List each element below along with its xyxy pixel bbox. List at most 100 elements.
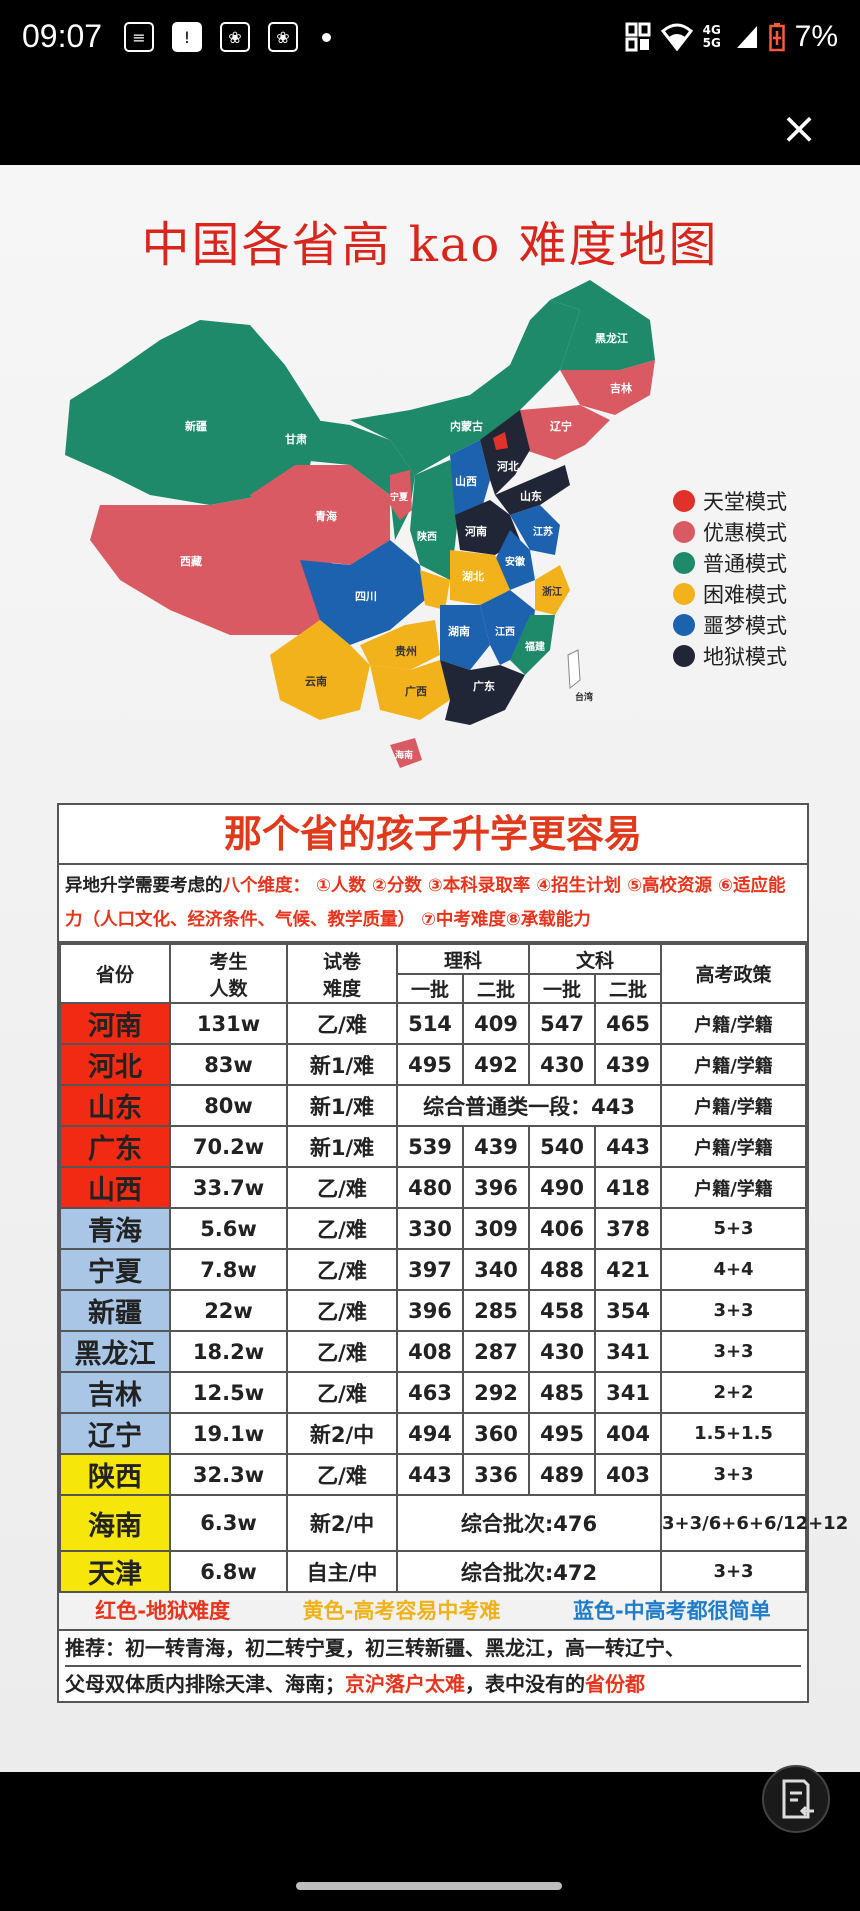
policy-cell: 户籍/学籍	[660, 1166, 807, 1209]
header-province: 省份	[59, 943, 171, 1004]
science-batch1-cell: 514	[396, 1002, 464, 1045]
arts-batch2-cell: 439	[594, 1043, 663, 1086]
arts-batch1-cell: 458	[528, 1289, 597, 1332]
science-batch2-cell: 439	[461, 1125, 531, 1168]
province-cell: 新疆	[59, 1289, 171, 1332]
table-row: 山东 80w 新1/难 综合普通类一段：443 户籍/学籍	[59, 1084, 807, 1127]
science-batch2-cell: 360	[461, 1412, 531, 1455]
examinee-count-cell: 33.7w	[169, 1166, 288, 1209]
science-batch1-cell: 408	[396, 1330, 464, 1373]
examinee-count-cell: 18.2w	[169, 1330, 288, 1373]
paper-difficulty-cell: 新1/难	[286, 1084, 398, 1127]
arts-batch2-cell: 354	[594, 1289, 663, 1332]
paw-icon: ❀	[268, 22, 298, 52]
recommendation-line2: 父母双体质内排除天津、海南；京沪落户太难，表中没有的省份都	[65, 1672, 645, 1696]
policy-cell: 3+3	[660, 1330, 807, 1373]
examinee-count-cell: 83w	[169, 1043, 288, 1086]
region-beijing	[493, 432, 508, 450]
table-row: 吉林 12.5w 乙/难 463 292 485 341 2+2	[59, 1371, 807, 1414]
policy-cell: 5+3	[660, 1207, 807, 1250]
arts-batch2-cell: 341	[594, 1330, 663, 1373]
label-shandong: 山东	[520, 489, 542, 503]
merged-score-cell: 综合普通类一段：443	[395, 1084, 663, 1127]
document-button[interactable]	[762, 1765, 830, 1833]
color-key: 红色-地狱难度 黄色-高考容易中考难 蓝色-中高考都很简单	[59, 1593, 807, 1631]
region-hubei	[450, 550, 510, 605]
region-liaoning	[520, 405, 610, 460]
legend-item: 噩梦模式	[673, 609, 787, 640]
region-zhejiang	[535, 565, 570, 615]
region-yunnan	[270, 620, 370, 720]
policy-cell: 户籍/学籍	[660, 1002, 807, 1045]
examinee-count-cell: 131w	[169, 1002, 288, 1045]
province-cell: 河北	[59, 1043, 171, 1086]
arts-batch2-cell: 404	[594, 1412, 663, 1455]
alert-icon: !	[172, 22, 202, 52]
science-batch1-cell: 494	[396, 1412, 464, 1455]
region-shanxi	[450, 440, 490, 515]
label-shaanxi: 陕西	[417, 530, 437, 543]
region-guizhou	[360, 620, 440, 670]
label-guizhou: 贵州	[395, 644, 417, 658]
table-row: 河北 83w 新1/难 495 492 430 439 户籍/学籍	[59, 1043, 807, 1086]
region-shandong	[495, 465, 570, 515]
region-anhui	[495, 530, 535, 590]
arts-batch2-cell: 443	[594, 1125, 663, 1168]
region-guangdong	[440, 660, 525, 725]
bottom-bar	[0, 1772, 860, 1911]
table-body: 河南 131w 乙/难 514 409 547 465 户籍/学籍 河北 83w 新1/难 495 49…	[59, 1002, 848, 1593]
region-xinjiang	[65, 320, 320, 505]
label-sichuan: 四川	[355, 590, 377, 603]
label-anhui: 安徽	[505, 555, 526, 568]
science-batch1-cell: 443	[396, 1453, 464, 1496]
paper-difficulty-cell: 乙/难	[286, 1166, 398, 1209]
region-hainan	[390, 738, 422, 768]
label-hunan: 湖南	[448, 624, 470, 638]
close-button[interactable]: ×	[780, 103, 818, 154]
label-xizang: 西藏	[180, 554, 202, 568]
table-row: 陕西 32.3w 乙/难 443 336 489 403 3+3	[59, 1453, 807, 1496]
region-sichuan	[300, 540, 425, 645]
header-policy: 高考政策	[660, 943, 807, 1004]
province-cell: 山西	[59, 1166, 171, 1209]
label-xinjiang: 新疆	[185, 419, 207, 433]
label-taiwan: 台湾	[575, 691, 593, 703]
province-cell: 天津	[59, 1550, 171, 1593]
arts-batch1-cell: 490	[528, 1166, 597, 1209]
paper-difficulty-cell: 乙/难	[286, 1207, 398, 1250]
region-hebei	[480, 410, 530, 495]
examinee-count-cell: 6.3w	[169, 1494, 288, 1552]
table-row: 天津 6.8w 自主/中 综合批次:472 3+3	[59, 1550, 807, 1593]
science-batch2-cell: 409	[461, 1002, 531, 1045]
region-heilongjiang	[550, 280, 655, 370]
label-neimenggu: 内蒙古	[450, 419, 483, 433]
header-batch2: 二批	[461, 973, 531, 1004]
label-henan: 河南	[465, 524, 487, 538]
examinee-count-cell: 5.6w	[169, 1207, 288, 1250]
province-cell: 辽宁	[59, 1412, 171, 1455]
home-indicator[interactable]	[296, 1882, 562, 1890]
policy-cell: 户籍/学籍	[660, 1084, 807, 1127]
province-cell: 黑龙江	[59, 1330, 171, 1373]
province-cell: 青海	[59, 1207, 171, 1250]
label-zhejiang: 浙江	[542, 585, 562, 598]
arts-batch1-cell: 485	[528, 1371, 597, 1414]
legend-swatch	[673, 582, 695, 605]
label-jiangsu: 江苏	[533, 525, 553, 538]
science-batch1-cell: 396	[396, 1289, 464, 1332]
legend-swatch	[673, 644, 695, 667]
policy-cell: 4+4	[660, 1248, 807, 1291]
arts-batch2-cell: 421	[594, 1248, 663, 1291]
legend-swatch	[673, 489, 695, 512]
key-yellow: 黄色-高考容易中考难	[302, 1599, 501, 1623]
science-batch1-cell: 495	[396, 1043, 464, 1086]
science-batch2-cell: 287	[461, 1330, 531, 1373]
label-gansu: 甘肃	[285, 432, 307, 446]
paper-difficulty-cell: 新1/难	[286, 1043, 398, 1086]
policy-cell: 3+3	[660, 1453, 807, 1496]
paper-difficulty-cell: 乙/难	[286, 1371, 398, 1414]
label-yunnan: 云南	[305, 674, 327, 688]
province-cell: 陕西	[59, 1453, 171, 1496]
science-batch1-cell: 330	[396, 1207, 464, 1250]
map-title: 中国各省高 kao 难度地图	[141, 217, 719, 273]
